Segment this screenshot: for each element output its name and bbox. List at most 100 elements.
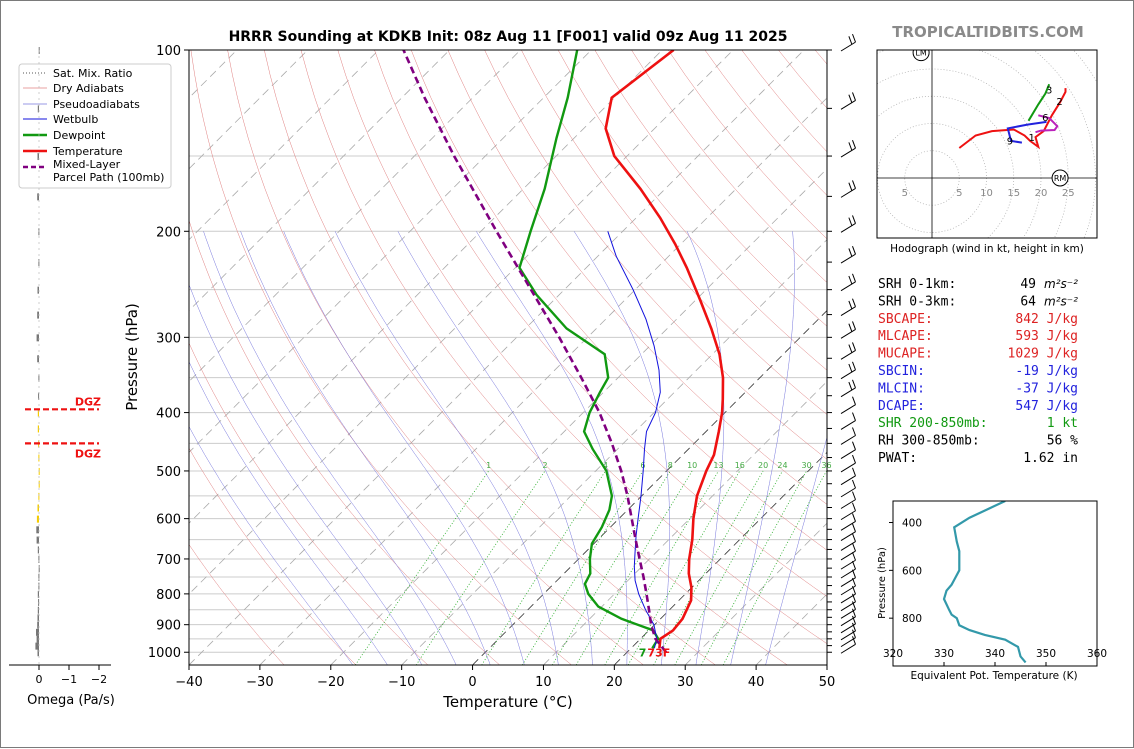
mixing-ratio-line (701, 471, 806, 665)
y-tick-label: 400 (156, 407, 181, 422)
index-label: MLCIN: (878, 381, 925, 396)
wind-barb (841, 421, 855, 430)
x-axis-label: Temperature (°C) (442, 693, 572, 711)
x-tick-label: 30 (677, 675, 694, 690)
wind-barb-flag (852, 215, 855, 223)
wind-barb-flag (852, 180, 855, 188)
wind-barb-flag (852, 442, 855, 450)
wind-barb-flag (849, 276, 852, 284)
index-value: 1 kt (1047, 416, 1078, 431)
x-tick-label: −10 (388, 675, 415, 690)
omega-x-tick-label: 0 (36, 673, 43, 686)
mixing-ratio-label: 20 (758, 461, 768, 470)
mixing-ratio-line (416, 471, 545, 665)
wind-barb-flag (849, 382, 852, 390)
index-label: SRH 0-3km: (878, 294, 956, 309)
wind-barb-flag (852, 380, 855, 388)
legend-label-line: Parcel Path (100mb) (53, 171, 164, 184)
wind-barb-flag (852, 543, 855, 551)
wind-barb (841, 100, 855, 109)
x-tick-label: 50 (819, 675, 836, 690)
theta-e-inner (944, 501, 1026, 662)
skewt-axes-frame (189, 50, 827, 665)
chart-title: HRRR Sounding at KDKB Init: 08z Aug 11 [… (229, 29, 788, 45)
wind-barb-flag (852, 92, 855, 100)
wind-barb-flag (852, 362, 855, 370)
theta-e-x-tick-label: 340 (985, 648, 1005, 660)
index-label: SBCAPE: (878, 312, 933, 327)
dry-adiabat (778, 50, 1134, 665)
omega-bar (37, 334, 39, 341)
wind-barb-flag (852, 480, 855, 488)
wind-barb-flag (852, 274, 855, 282)
index-label: MUCAPE: (878, 347, 933, 362)
wind-barb (841, 329, 855, 338)
omega-bar (38, 607, 39, 614)
dry-adiabat (448, 50, 1075, 665)
wind-barb-flag (852, 397, 855, 405)
x-tick-label: −40 (175, 675, 202, 690)
wind-barb-flag (852, 246, 855, 254)
mixing-ratio-line (654, 471, 764, 665)
mixing-ratio-label: 30 (802, 461, 812, 470)
mixing-ratio-label: 13 (713, 461, 723, 470)
legend-label: Dry Adiabats (53, 82, 124, 95)
mixing-ratio-label: 10 (687, 461, 697, 470)
theta-e-x-label: Equivalent Pot. Temperature (K) (910, 670, 1077, 682)
mixing-ratio-line (628, 471, 740, 665)
hodograph-ring-label: 5 (956, 188, 962, 199)
pseudoadiabat (284, 231, 525, 665)
omega-bar (38, 505, 40, 512)
omega-bar (38, 583, 39, 590)
wind-barb-flag (852, 342, 855, 350)
theta-e-x-tick-label: 360 (1087, 648, 1107, 660)
surface-label-prefix: 7 (639, 646, 647, 659)
omega-bar (35, 643, 39, 650)
pseudoadiabat (766, 231, 876, 665)
x-tick-label: 40 (748, 675, 765, 690)
wind-barb (841, 148, 855, 157)
index-unit: m²s⁻² (1044, 277, 1078, 291)
pseudoadiabat (204, 231, 457, 665)
hodograph-ring-label: 25 (1062, 188, 1075, 199)
pseudoadiabat (476, 231, 627, 665)
parcel-path-line (404, 50, 667, 652)
omega-bar (37, 537, 39, 544)
x-tick-label: 0 (468, 675, 476, 690)
pseudoadiabat (335, 231, 558, 665)
mixing-ratio-line (723, 471, 826, 665)
wind-barb-flag (849, 36, 852, 44)
pseudoadiabat (114, 231, 353, 665)
wind-barb-flag (852, 413, 855, 421)
wind-barb-flag (849, 345, 852, 353)
wind-barb-flag (852, 503, 855, 511)
wind-barb-flag (852, 34, 855, 42)
wind-barb (841, 569, 855, 578)
wind-barb (841, 188, 855, 197)
hodograph-height-label: 3 (1046, 86, 1052, 97)
mixing-ratio-line (355, 471, 488, 665)
legend-label: Dewpoint (53, 129, 106, 142)
theta-e-frame (893, 501, 1097, 666)
mixing-ratio-label: 8 (668, 461, 673, 470)
wind-barb (841, 42, 855, 51)
legend-label-line: Mixed-Layer (53, 158, 121, 171)
wind-barb-flag (852, 455, 855, 463)
hodograph-ring-label: 5 (902, 188, 908, 199)
index-unit: m²s⁻² (1044, 294, 1078, 308)
dry-adiabat (154, 50, 500, 665)
index-value: 547 J/kg (1015, 399, 1078, 414)
mixing-ratio-label: 2 (543, 461, 548, 470)
index-label: RH 300-850mb: (878, 434, 980, 449)
hodograph-height-label: 6 (1042, 113, 1048, 124)
x-tick-label: 10 (535, 675, 552, 690)
hodograph-ring-label: 20 (1035, 188, 1048, 199)
hodograph-frame (877, 50, 1097, 238)
legend-label: Wetbulb (53, 113, 98, 126)
hodograph-ring-label: 10 (980, 188, 993, 199)
